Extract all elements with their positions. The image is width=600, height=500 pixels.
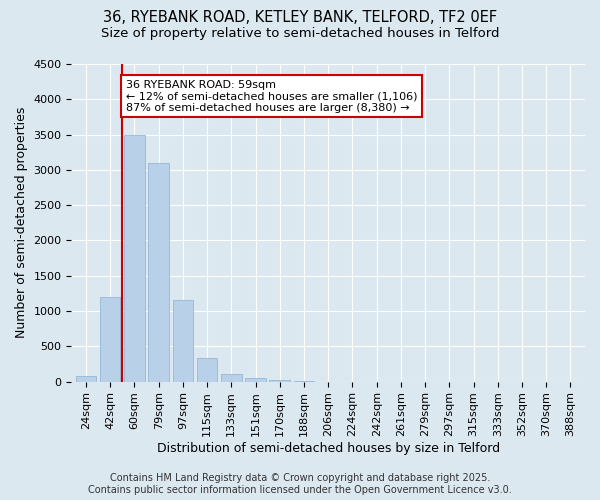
Y-axis label: Number of semi-detached properties: Number of semi-detached properties	[15, 107, 28, 338]
Bar	[269, 380, 290, 382]
Bar	[124, 134, 145, 382]
Bar	[100, 297, 121, 382]
Bar	[148, 163, 169, 382]
Bar	[173, 300, 193, 382]
Bar	[245, 378, 266, 382]
Bar	[221, 374, 242, 382]
X-axis label: Distribution of semi-detached houses by size in Telford: Distribution of semi-detached houses by …	[157, 442, 500, 455]
Text: Size of property relative to semi-detached houses in Telford: Size of property relative to semi-detach…	[101, 28, 499, 40]
Text: Contains HM Land Registry data © Crown copyright and database right 2025.
Contai: Contains HM Land Registry data © Crown c…	[88, 474, 512, 495]
Text: 36, RYEBANK ROAD, KETLEY BANK, TELFORD, TF2 0EF: 36, RYEBANK ROAD, KETLEY BANK, TELFORD, …	[103, 10, 497, 25]
Text: 36 RYEBANK ROAD: 59sqm
← 12% of semi-detached houses are smaller (1,106)
87% of : 36 RYEBANK ROAD: 59sqm ← 12% of semi-det…	[126, 80, 418, 112]
Bar	[76, 376, 96, 382]
Bar	[197, 358, 217, 382]
